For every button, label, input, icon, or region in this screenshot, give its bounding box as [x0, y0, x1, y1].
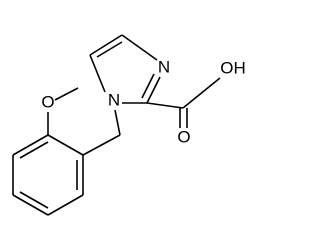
- structure: O N N OH O: [12, 34, 246, 216]
- atom-label: OH: [220, 58, 246, 77]
- atom-label: O: [177, 127, 190, 146]
- bonds: [12, 34, 221, 216]
- atom-label: N: [158, 57, 170, 76]
- atom-label: O: [41, 92, 54, 111]
- atom-label: N: [108, 90, 120, 109]
